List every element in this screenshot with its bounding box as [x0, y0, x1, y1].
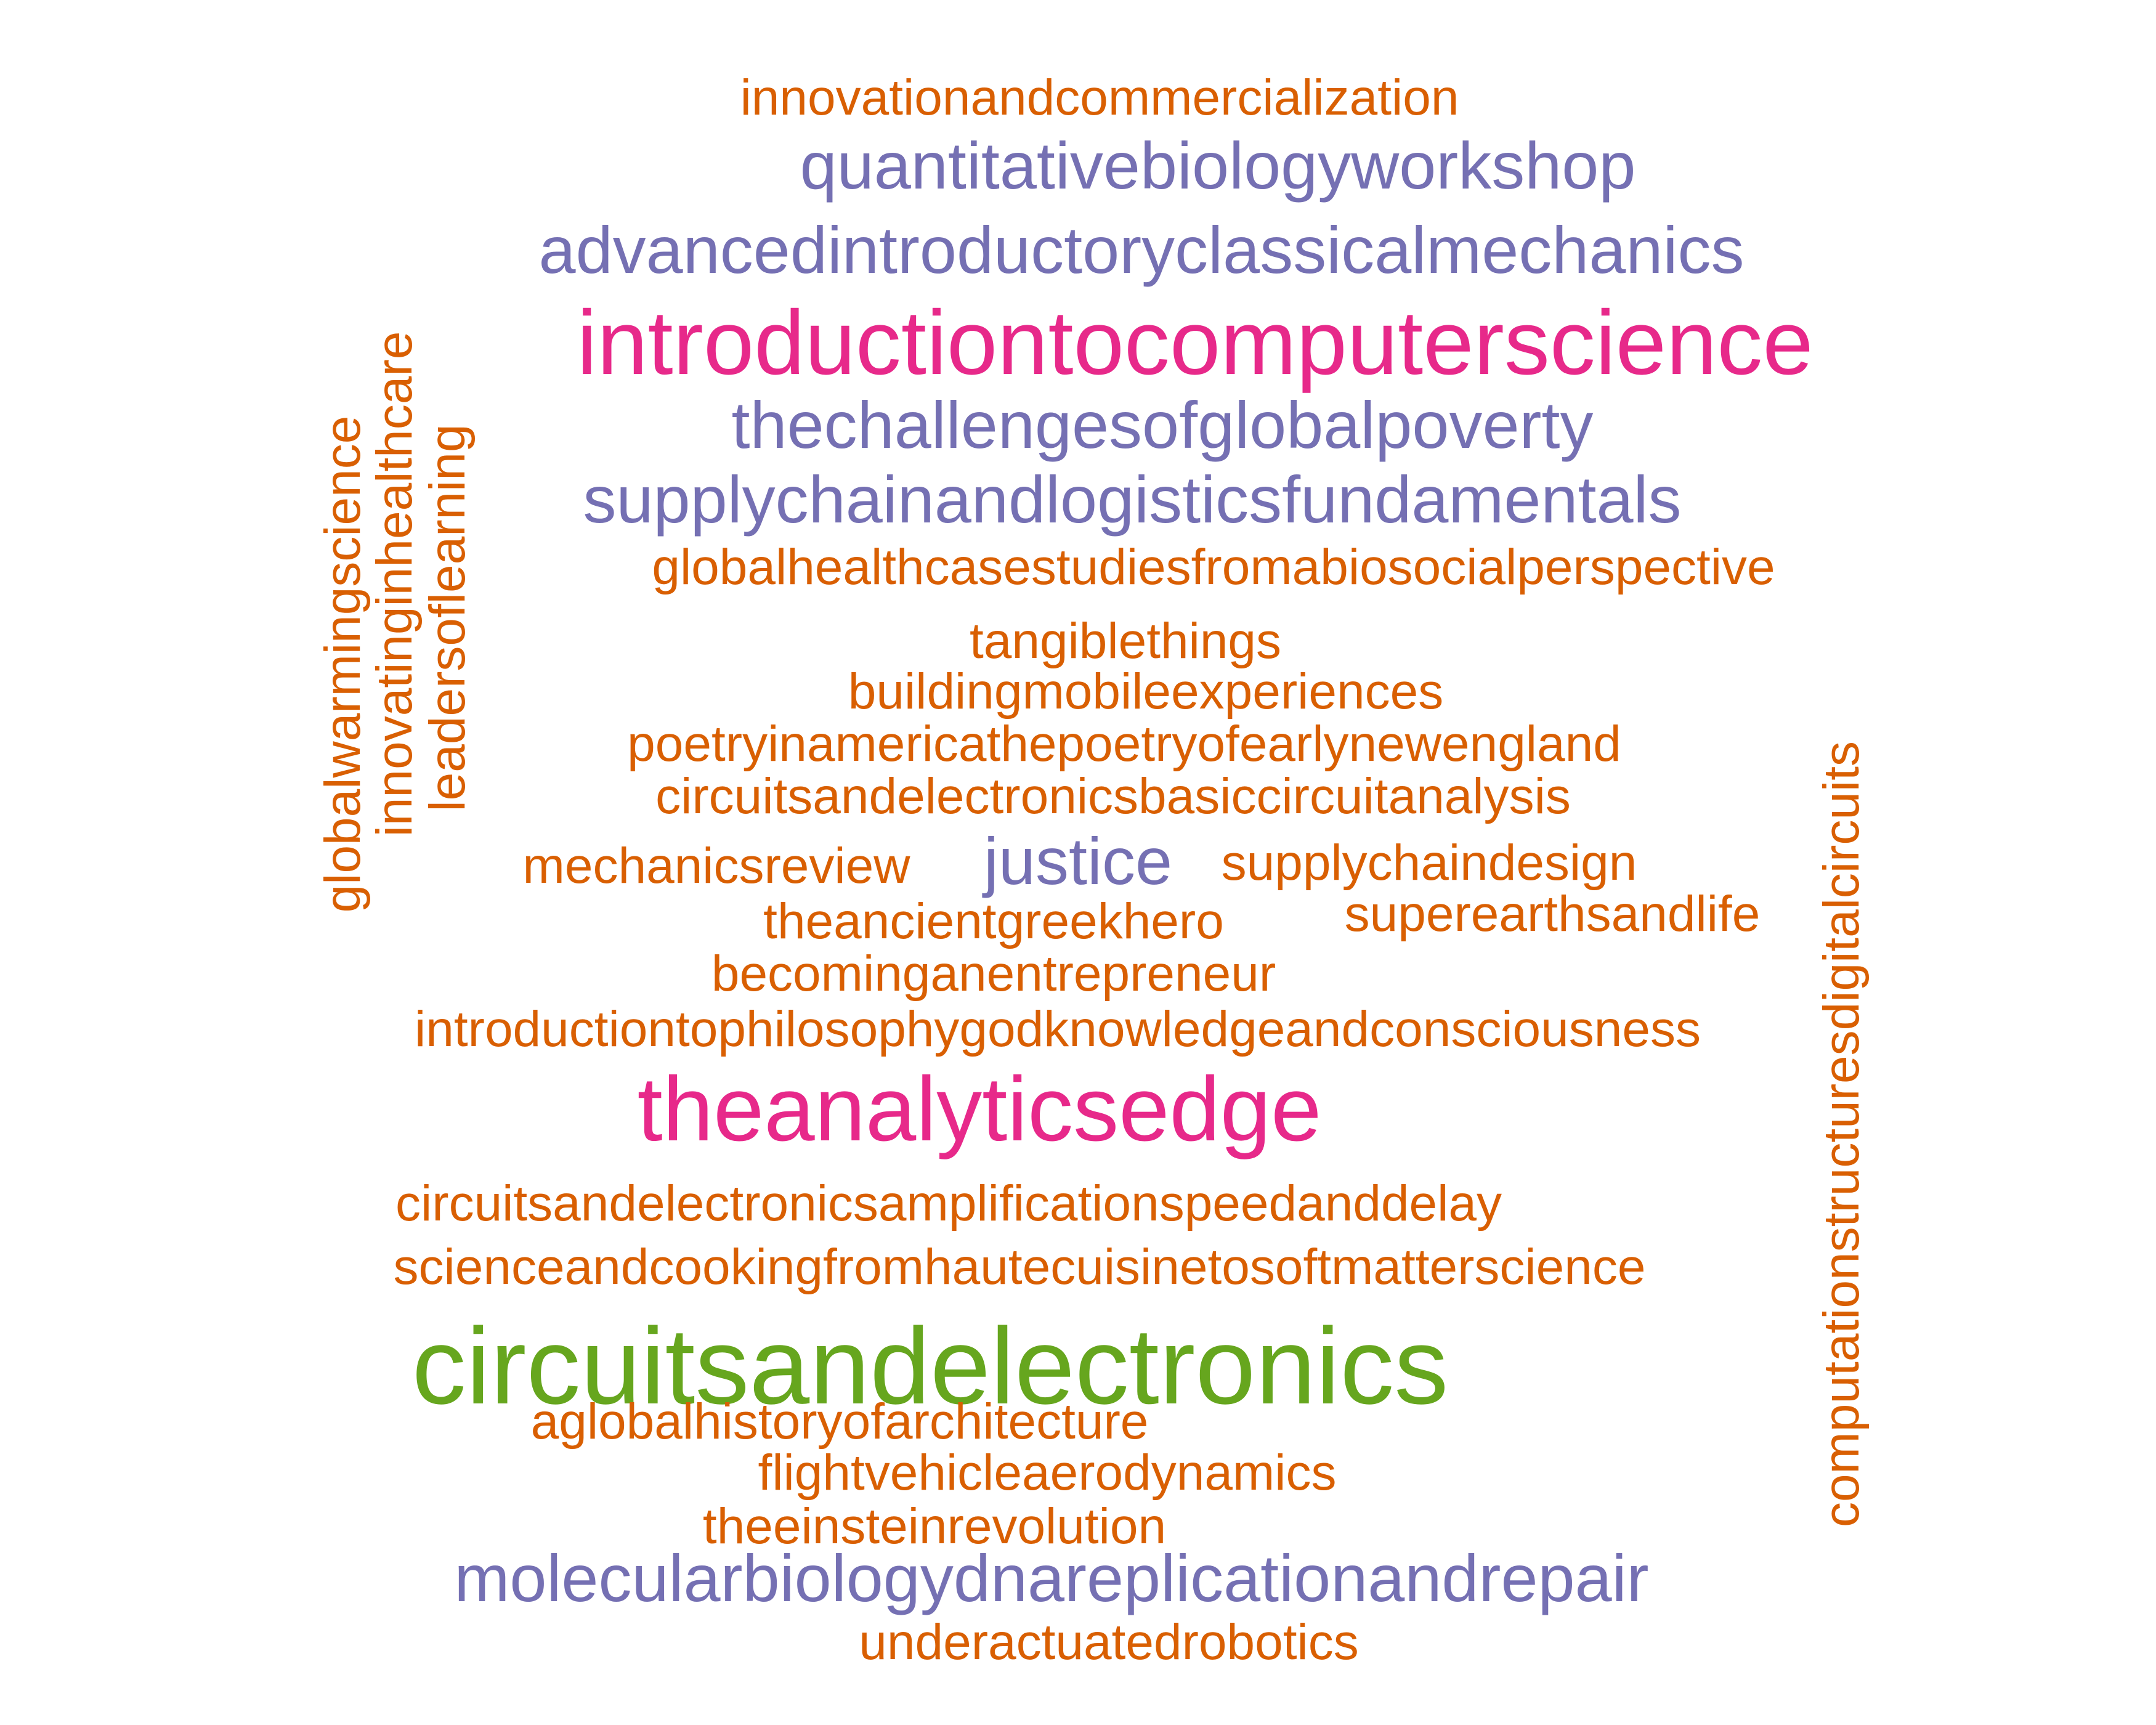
word-supplychainandlogisticsfundamentals: supplychainandlogisticsfundamentals — [583, 462, 1682, 537]
word-theancientgreekhero: theancientgreekhero — [763, 893, 1224, 949]
word-globalwarmingscience: globalwarmingscience — [315, 415, 371, 913]
word-scienceandcookingfromhautecuisinetosoftmatterscience: scienceandcookingfromhautecuisinetosoftm… — [393, 1239, 1646, 1295]
word-thechallengesofglobalpoverty: thechallengesofglobalpoverty — [731, 388, 1594, 462]
word-superearthsandlife: superearthsandlife — [1344, 886, 1761, 942]
word-leadersoflearning: leadersoflearning — [419, 424, 476, 812]
word-advancedintroductoryclassicalmechanics: advancedintroductoryclassicalmechanics — [538, 213, 1745, 287]
word-poetryinamericathepoetryofearlynewengland: poetryinamericathepoetryofearlynewenglan… — [627, 716, 1621, 772]
word-flightvehicleaerodynamics: flightvehicleaerodynamics — [758, 1445, 1337, 1501]
word-becominganentrepreneur: becominganentrepreneur — [711, 946, 1276, 1002]
word-computationstructuresdigitalcircuits: computationstructuresdigitalcircuits — [1814, 741, 1870, 1528]
word-introductiontophilosophygodknowledgeandconsciousness: introductiontophilosophygodknowledgeandc… — [415, 1001, 1701, 1057]
word-innovationandcommercialization: innovationandcommercialization — [740, 70, 1459, 126]
word-quantitativebiologyworkshop: quantitativebiologyworkshop — [800, 128, 1636, 203]
word-supplychaindesign: supplychaindesign — [1221, 835, 1637, 891]
word-tangiblethings: tangiblethings — [969, 613, 1282, 669]
word-mechanicsreview: mechanicsreview — [522, 838, 910, 894]
word-justice: justice — [983, 824, 1173, 898]
word-innovatinginhealthcare: innovatinginhealthcare — [367, 331, 423, 837]
word-underactuatedrobotics: underactuatedrobotics — [859, 1614, 1359, 1670]
word-circuitsandelectronics: circuitsandelectronics — [411, 1306, 1449, 1427]
word-circuitsandelectronicsbasiccircuitanalysis: circuitsandelectronicsbasiccircuitanalys… — [655, 768, 1571, 824]
word-buildingmobileexperiences: buildingmobileexperiences — [848, 664, 1444, 720]
word-molecularbiologydnareplicationandrepair: molecularbiologydnareplicationandrepair — [454, 1541, 1649, 1615]
word-aglobalhistoryofarchitecture: aglobalhistoryofarchitecture — [530, 1394, 1149, 1450]
word-introductiontocomputerscience: introductiontocomputerscience — [577, 292, 1814, 394]
word-circuitsandelectronicsamplificationspeedanddelay: circuitsandelectronicsamplificationspeed… — [395, 1175, 1502, 1232]
word-globalhealthcasestudiesfromabiosocialperspective: globalhealthcasestudiesfromabiosocialper… — [652, 539, 1775, 595]
word-theanalyticsedge: theanalyticsedge — [637, 1058, 1322, 1160]
word-theeinsteinrevolution: theeinsteinrevolution — [702, 1498, 1167, 1554]
